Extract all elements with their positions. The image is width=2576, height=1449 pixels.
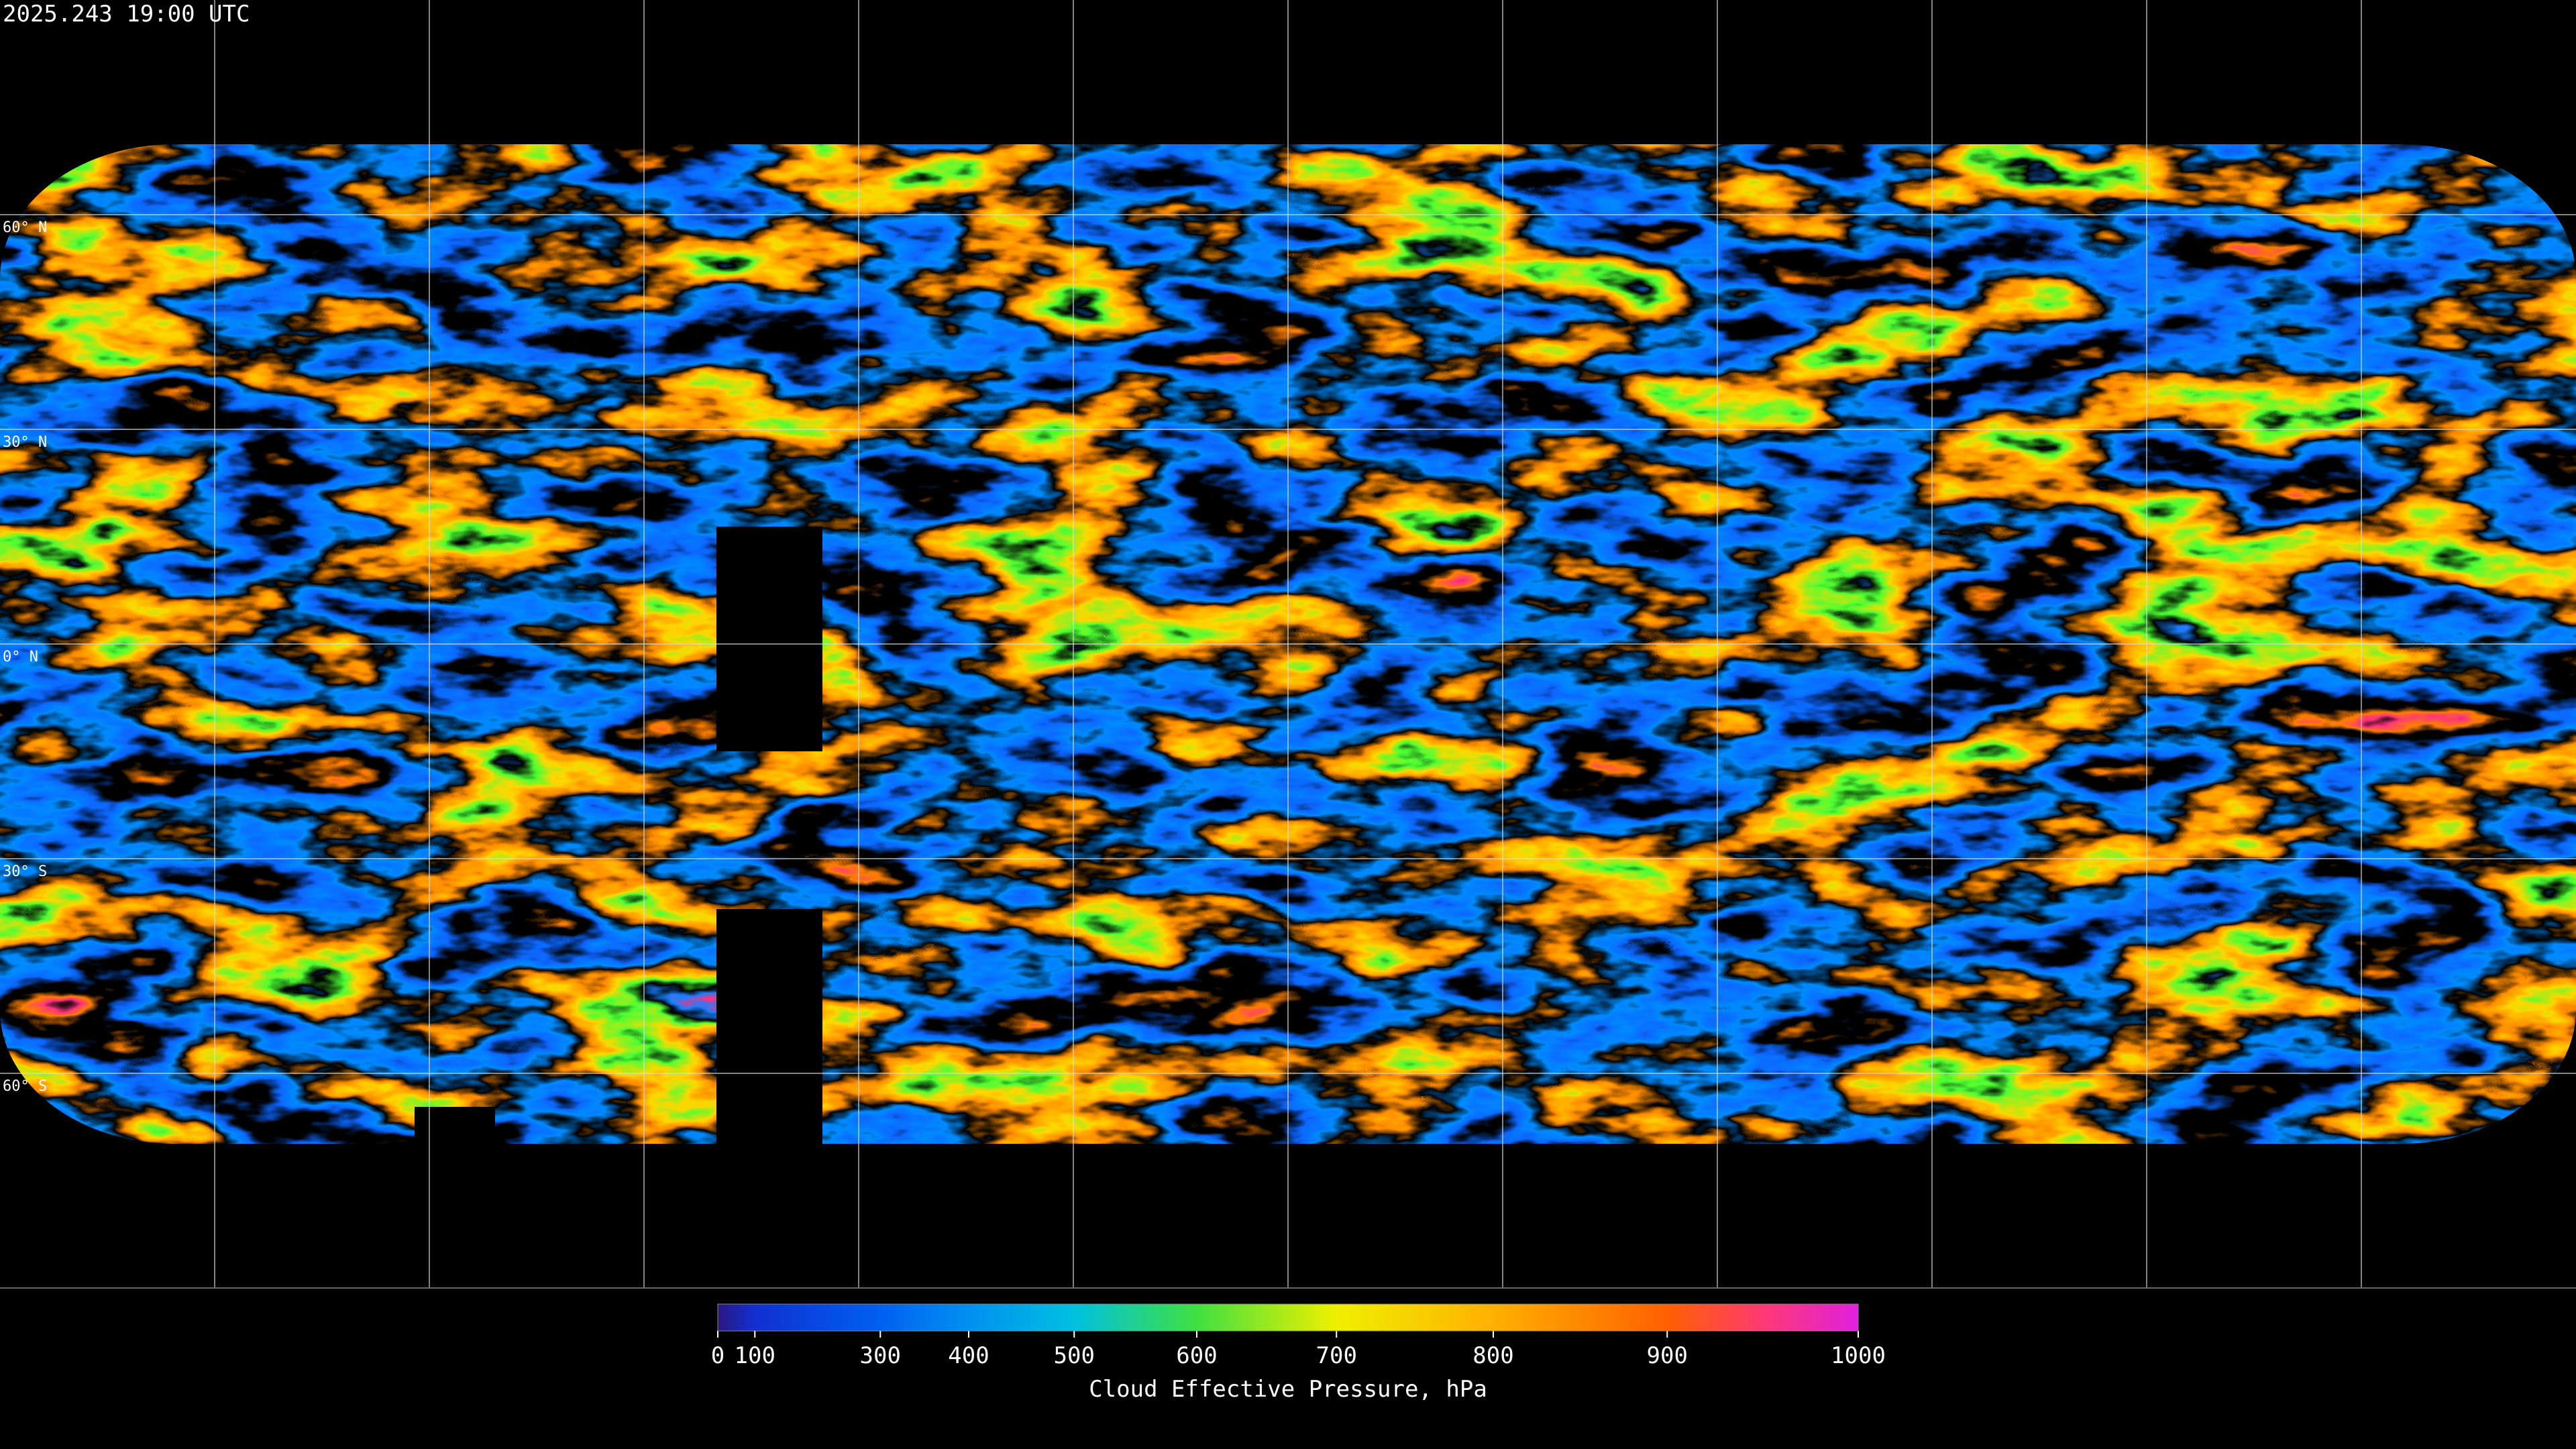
- latitude-label: 30° N: [3, 434, 47, 451]
- timestamp: 2025.243 19:00 UTC: [3, 1, 250, 28]
- data-gap: [716, 909, 822, 1144]
- latitude-label: 0° N: [3, 649, 38, 665]
- data-gap: [716, 527, 822, 751]
- colorbar-tick-label: 700: [1316, 1342, 1357, 1369]
- colorbar-tick-label: 400: [948, 1342, 989, 1369]
- data-gap: [415, 1107, 495, 1144]
- colorbar-tick-label: 500: [1054, 1342, 1095, 1369]
- colorbar-tick-label: 1000: [1831, 1342, 1886, 1369]
- graticule: [0, 0, 2576, 1288]
- colorbar-label: Cloud Effective Pressure, hPa: [1089, 1376, 1487, 1403]
- colorbar-tick-label: 0: [711, 1342, 724, 1369]
- colorbar-ticks: 0 100 300 400 500 600 700 800 900 1000: [711, 1331, 1886, 1369]
- colorbar-tick-label: 300: [860, 1342, 901, 1369]
- colorbar-tick-label: 900: [1647, 1342, 1688, 1369]
- colorbar-tick-label: 800: [1472, 1342, 1513, 1369]
- latitude-label: 30° S: [3, 863, 47, 880]
- latitude-label: 60° N: [3, 219, 47, 236]
- colorbar-tick-label: 600: [1176, 1342, 1217, 1369]
- colorbar-tick-label: 100: [735, 1342, 775, 1369]
- colorbar: [717, 1303, 1859, 1332]
- latitude-label: 60° S: [3, 1078, 47, 1095]
